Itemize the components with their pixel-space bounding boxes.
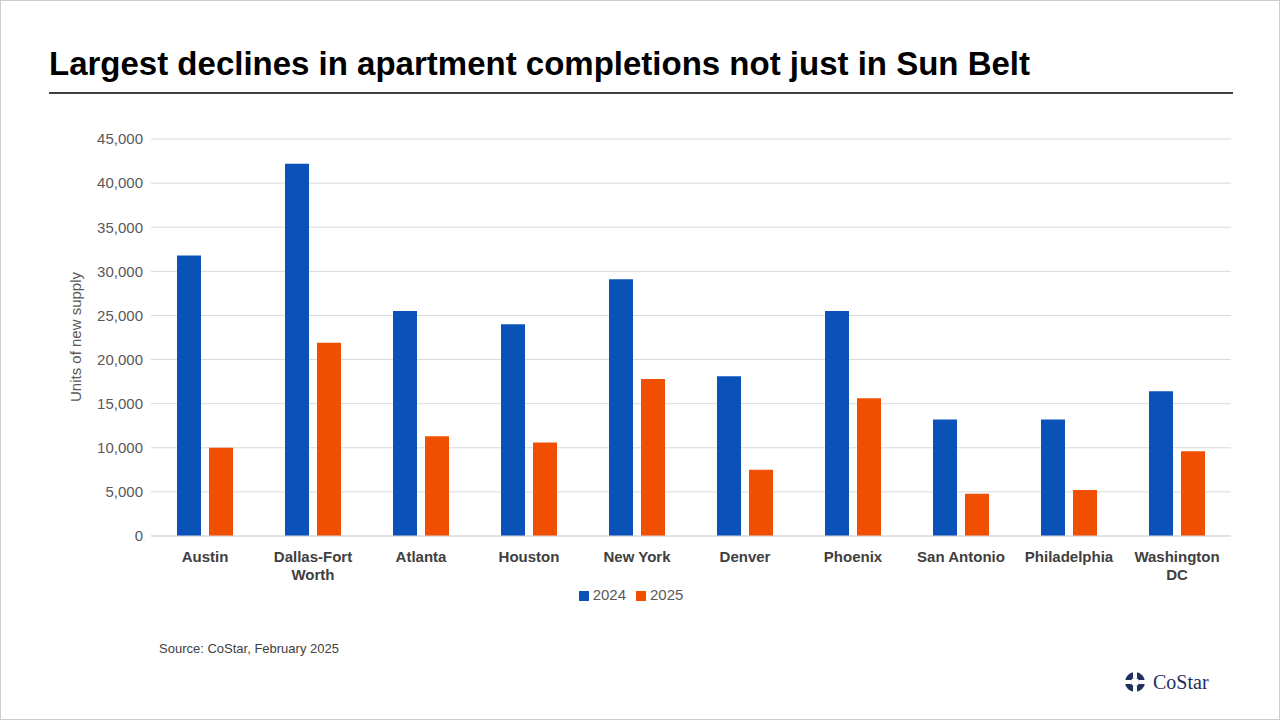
svg-text:40,000: 40,000	[97, 174, 143, 191]
svg-text:Units of new supply: Units of new supply	[67, 271, 84, 402]
svg-text:Phoenix: Phoenix	[824, 548, 883, 565]
svg-text:5,000: 5,000	[105, 483, 143, 500]
svg-text:45,000: 45,000	[97, 130, 143, 147]
svg-text:Dallas-FortWorth: Dallas-FortWorth	[274, 548, 352, 583]
svg-text:25,000: 25,000	[97, 307, 143, 324]
svg-text:Philadelphia: Philadelphia	[1025, 548, 1114, 565]
svg-text:0: 0	[135, 527, 143, 544]
svg-text:Source: CoStar, February 2025: Source: CoStar, February 2025	[159, 641, 339, 656]
html-text:2024: 2024	[592, 586, 626, 603]
svg-text:WashingtonDC: WashingtonDC	[1134, 548, 1219, 583]
svg-text:30,000: 30,000	[97, 263, 143, 280]
svg-text:Denver: Denver	[720, 548, 771, 565]
svg-text:CoStar: CoStar	[1153, 671, 1209, 693]
svg-text:Largest declines in apartment: Largest declines in apartment completion…	[49, 45, 1030, 82]
svg-text:New York: New York	[604, 548, 672, 565]
svg-text:15,000: 15,000	[97, 395, 143, 412]
svg-text:10,000: 10,000	[97, 439, 143, 456]
svg-text:Austin: Austin	[182, 548, 229, 565]
svg-text:San Antonio: San Antonio	[917, 548, 1005, 565]
svg-text:20,000: 20,000	[97, 351, 143, 368]
svg-text:35,000: 35,000	[97, 219, 143, 236]
html-text:2025: 2025	[650, 586, 684, 603]
svg-text:Houston: Houston	[499, 548, 560, 565]
svg-text:Atlanta: Atlanta	[396, 548, 447, 565]
